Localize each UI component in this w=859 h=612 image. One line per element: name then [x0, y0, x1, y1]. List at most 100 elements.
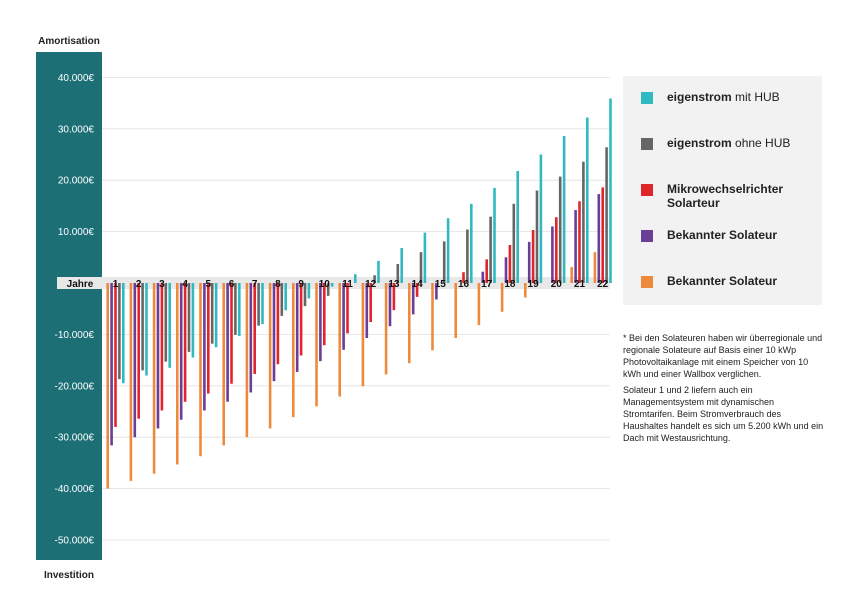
- bar: [230, 283, 233, 384]
- bar: [373, 275, 376, 283]
- bar: [152, 283, 156, 474]
- bar: [396, 263, 400, 283]
- bar: [222, 283, 225, 446]
- bar: [145, 283, 148, 376]
- x-tick-label: 19: [528, 279, 540, 290]
- bar: [234, 283, 237, 335]
- y-tick-label: 10.000€: [58, 227, 95, 238]
- y-tick-label: 20.000€: [58, 176, 95, 187]
- bar: [168, 283, 171, 368]
- bar: [365, 283, 369, 338]
- legend-item-eigenstrom-mit-hub: eigenstrom mit HUB: [641, 90, 817, 104]
- bar: [160, 283, 164, 411]
- x-tick-label: 7: [252, 279, 258, 290]
- bar: [303, 283, 307, 307]
- legend-item-bekannter-solateur-purple: Bekannter Solateur: [641, 228, 817, 242]
- bar: [369, 283, 372, 323]
- legend-item-mikrowechselrichter: Mikrowechselrichter Solarteur: [641, 182, 817, 210]
- bar: [315, 283, 318, 407]
- x-tick-label: 14: [412, 279, 424, 290]
- legend-label: eigenstrom mit HUB: [667, 90, 780, 104]
- bar: [106, 283, 109, 489]
- x-tick-label: 16: [458, 279, 470, 290]
- bar: [238, 283, 241, 336]
- bar: [562, 136, 566, 283]
- bar: [551, 226, 554, 283]
- bar: [442, 241, 446, 283]
- legend-swatch: [641, 138, 653, 150]
- bar: [272, 283, 276, 382]
- bar: [574, 210, 577, 283]
- bar: [411, 283, 415, 315]
- bar: [527, 241, 531, 283]
- bar: [470, 203, 473, 283]
- y-axis-top-label: Amortisation: [38, 36, 100, 47]
- x-tick-label: 1: [113, 279, 119, 290]
- footnote-management: Solateur 1 und 2 liefern auch ein Manage…: [623, 385, 824, 443]
- bar: [392, 283, 396, 311]
- bar: [535, 190, 539, 283]
- bar: [295, 283, 299, 372]
- bar: [129, 283, 133, 481]
- bar: [415, 283, 419, 297]
- bar: [207, 283, 210, 394]
- x-tick-label: 20: [551, 279, 563, 290]
- x-tick-label: 15: [435, 279, 447, 290]
- x-axis-label: Jahre: [67, 279, 94, 290]
- y-axis-band: [36, 52, 102, 560]
- x-tick-label: 10: [319, 279, 331, 290]
- legend: eigenstrom mit HUB eigenstrom ohne HUB M…: [623, 76, 822, 305]
- bar: [493, 187, 496, 283]
- bar: [361, 283, 365, 387]
- bar: [118, 283, 121, 380]
- x-tick-label: 12: [365, 279, 377, 290]
- bar: [249, 283, 253, 393]
- bar: [133, 283, 137, 438]
- x-tick-label: 22: [597, 279, 609, 290]
- bar: [245, 283, 249, 438]
- legend-item-eigenstrom-ohne-hub: eigenstrom ohne HUB: [641, 136, 817, 150]
- bar: [346, 283, 349, 334]
- bar: [319, 283, 322, 362]
- y-tick-label: -30.000€: [55, 433, 95, 444]
- bar: [485, 259, 488, 283]
- x-tick-label: 17: [481, 279, 493, 290]
- bar: [531, 230, 535, 283]
- x-tick-label: 4: [182, 279, 188, 290]
- bar: [597, 194, 601, 283]
- bar: [176, 283, 179, 465]
- bar: [504, 257, 508, 283]
- y-tick-label: -10.000€: [55, 330, 95, 341]
- bar: [284, 283, 287, 311]
- x-tick-label: 21: [574, 279, 586, 290]
- x-tick-label: 11: [342, 279, 353, 290]
- bar: [446, 218, 450, 283]
- bar: [419, 252, 423, 283]
- x-tick-label: 13: [388, 279, 400, 290]
- legend-swatch: [641, 230, 653, 242]
- y-tick-label: -50.000€: [55, 536, 95, 547]
- bar: [299, 283, 303, 356]
- bar: [199, 283, 202, 457]
- legend-label: Mikrowechselrichter Solarteur: [667, 182, 784, 210]
- footnote-comparison: * Bei den Solateuren haben wir überregio…: [623, 333, 823, 379]
- bar: [191, 283, 195, 358]
- x-tick-label: 3: [159, 279, 165, 290]
- bar: [454, 283, 457, 338]
- bar: [462, 272, 465, 283]
- legend-label: eigenstrom ohne HUB: [667, 136, 791, 150]
- bar: [354, 274, 357, 283]
- legend-swatch: [641, 184, 653, 196]
- bar: [582, 161, 585, 283]
- y-tick-label: 30.000€: [58, 124, 95, 135]
- legend-item-bekannter-solateur-orange: Bekannter Solateur: [641, 274, 817, 288]
- bar: [601, 187, 604, 283]
- x-tick-label: 5: [206, 279, 212, 290]
- bar: [431, 283, 434, 351]
- bar: [110, 283, 113, 446]
- bar: [164, 283, 168, 362]
- bar: [179, 283, 183, 420]
- bar: [323, 283, 326, 346]
- x-tick-label: 8: [275, 279, 281, 290]
- legend-label: Bekannter Solateur: [667, 274, 778, 288]
